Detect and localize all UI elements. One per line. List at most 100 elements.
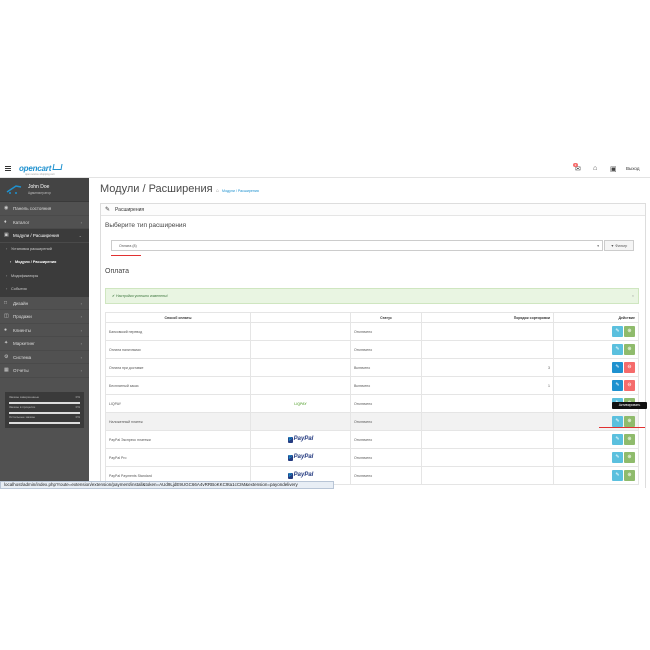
uninstall-button[interactable]: ⊖ [624, 362, 635, 373]
table-header-row: Способ оплаты Статус Порядок сортировки … [105, 312, 639, 323]
payment-sort-order [421, 448, 554, 467]
edit-button[interactable]: ✎ [612, 470, 623, 481]
sidebar-item-system[interactable]: ⚙ Система › [0, 351, 89, 364]
edit-button[interactable]: ✎ [612, 380, 623, 391]
sidebar-item-sales[interactable]: ◫ Продажи › [0, 310, 89, 324]
payment-actions: ✎⊕ [553, 448, 639, 467]
section-title: Оплата [105, 268, 130, 275]
install-button[interactable]: ⊕ [624, 326, 635, 337]
table-row: Банковский перевод Отключено ✎ ⊕ [105, 322, 639, 341]
install-button[interactable]: ⊕ [624, 344, 635, 355]
payment-status: Отключено [350, 430, 422, 449]
user-icon: ● [4, 326, 8, 333]
page-title: Модули / Расширения [100, 183, 213, 195]
sidebar-subitem-events[interactable]: События [0, 283, 89, 297]
payment-logo-cell: LIQPAY [250, 394, 351, 413]
payment-logo-cell: P PayPal [250, 448, 351, 467]
sidebar-item-marketing[interactable]: ✦ Маркетинг › [0, 337, 89, 351]
sidebar-subitem-installer[interactable]: Установка расширений [0, 243, 89, 257]
edit-button[interactable]: ✎ [612, 416, 623, 427]
payment-actions: ✎ ⊖ [553, 358, 639, 377]
install-button[interactable]: ⊕ [624, 434, 635, 445]
edit-button[interactable]: ✎ [612, 434, 623, 445]
edit-button[interactable]: ✎ [612, 362, 623, 373]
sidebar-subitem-extensions[interactable]: Модули / Расширения [0, 256, 89, 270]
cog-icon: ⚙ [4, 353, 9, 360]
breadcrumb: ⌂ Модули / Расширения [216, 188, 259, 194]
payment-logo-cell [250, 322, 351, 341]
install-button[interactable]: ⊕ [624, 470, 635, 481]
col-header-sort[interactable]: Порядок сортировки [421, 312, 554, 323]
payment-status: Отключено [350, 412, 422, 431]
edit-button[interactable]: ✎ [612, 452, 623, 463]
payment-logo-cell: P PayPal [250, 430, 351, 449]
chevron-right-icon: › [80, 354, 82, 360]
edit-button[interactable]: ✎ [612, 344, 623, 355]
payment-logo-cell [250, 340, 351, 359]
payment-method-name: Оплата наличными [105, 340, 251, 359]
col-header-method[interactable]: Способ оплаты [105, 312, 251, 323]
payment-status: Отключено [350, 340, 422, 359]
payment-status: Отключено [350, 322, 422, 341]
admin-app: opencart open source shopping cart ✉ 3 ⌂… [0, 160, 650, 488]
tag-icon: ♦ [4, 218, 7, 225]
breadcrumb-link[interactable]: Модули / Расширения [222, 189, 259, 193]
filter-button[interactable]: ▼ Фильтр [604, 240, 634, 251]
bell-icon[interactable]: ✉ [575, 166, 581, 173]
opencart-logo[interactable]: opencart [19, 164, 52, 173]
chevron-right-icon: › [80, 300, 82, 306]
paypal-logo-text: PayPal [293, 454, 314, 460]
col-header-status[interactable]: Статус [350, 312, 422, 323]
home-icon[interactable]: ⌂ [593, 165, 598, 172]
puzzle-icon: ✎ [105, 207, 111, 213]
payment-status: Включено [350, 358, 422, 377]
install-button[interactable]: ⊕ [624, 452, 635, 463]
payment-status: Включено [350, 376, 422, 395]
filter-icon: ▼ [610, 244, 615, 248]
sidebar-item-customers[interactable]: ● Клиенты › [0, 324, 89, 337]
sidebar-item-label: Панель состояния [13, 206, 52, 211]
sidebar-item-design[interactable]: □ Дизайн › [0, 297, 89, 310]
payment-actions: ✎⊕ [553, 412, 639, 431]
help-icon[interactable]: ▣ [610, 166, 617, 173]
sidebar-item-reports[interactable]: ▦ Отчеты › [0, 364, 89, 378]
paypal-mark-icon: P [287, 473, 293, 479]
sidebar-item-extensions[interactable]: ▣ Модули / Расширения ⌄ [0, 229, 89, 243]
select-value: Оплата (8) [119, 244, 137, 248]
payment-method-name: Наложенный платеж [105, 412, 251, 431]
notification-badge: 3 [573, 163, 578, 167]
success-alert: ✔ Настройки успешно изменены! × [105, 288, 639, 304]
logout-link[interactable]: Выход [626, 166, 640, 171]
payment-actions: ✎⊕ [553, 322, 639, 341]
logo-tagline: open source shopping cart [25, 173, 55, 176]
top-header: opencart open source shopping cart ✉ 3 ⌂… [0, 160, 650, 178]
home-icon[interactable]: ⌂ [216, 188, 220, 194]
edit-button[interactable]: ✎ [612, 326, 623, 337]
close-icon[interactable]: × [631, 294, 634, 298]
payment-actions: ✎⊕ [553, 340, 639, 359]
profile[interactable]: John Doe Администратор [0, 178, 89, 202]
install-button[interactable]: ⊕ [624, 416, 635, 427]
logo-cart-icon [52, 164, 63, 170]
paypal-logo: P PayPal [287, 472, 313, 479]
chevron-right-icon: › [80, 314, 82, 319]
sidebar-item-label: Клиенты [13, 327, 32, 333]
table-row: PayPal Экспресс платежи P PayPal Отключено ✎… [105, 430, 639, 449]
sidebar-item-label: Система [13, 354, 32, 360]
extension-type-label: Выберите тип расширения [105, 222, 187, 229]
payment-sort-order: 1 [421, 376, 554, 395]
extension-type-select[interactable]: Оплата (8) ▾ [111, 240, 603, 251]
payment-sort-order [421, 466, 554, 485]
sidebar-subitem-modifications[interactable]: Модификаторы [0, 270, 89, 284]
payment-method-name: Банковский перевод [105, 322, 251, 341]
payment-logo-cell [250, 358, 351, 377]
sidebar-item-catalog[interactable]: ♦ Каталог › [0, 216, 89, 229]
sidebar: John Doe Администратор ◉ Панель состояния… [0, 178, 89, 488]
uninstall-button[interactable]: ⊖ [624, 380, 635, 391]
menu-toggle-icon[interactable] [5, 166, 11, 171]
chevron-down-icon: ⌄ [78, 233, 82, 238]
sidebar-item-dashboard[interactable]: ◉ Панель состояния [0, 202, 89, 216]
table-row: Бесплатный заказ Включено 1 ✎ ⊖ [105, 376, 639, 395]
table-row: Оплата при доставке Включено 3 ✎ ⊖ [105, 358, 639, 377]
